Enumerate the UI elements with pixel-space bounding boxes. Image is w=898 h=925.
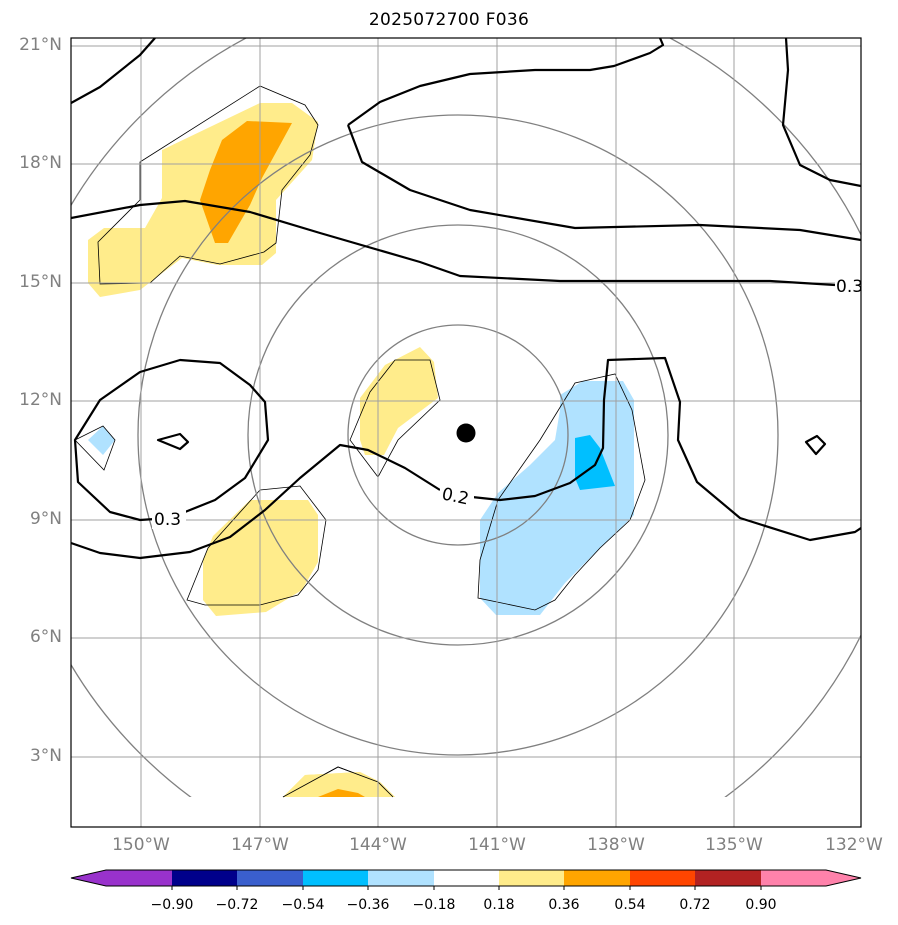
colorbar-extend-high [826, 870, 861, 886]
gridlines [71, 38, 861, 827]
lat-label-15n: 15°N [19, 272, 62, 292]
storm-center-marker [456, 423, 476, 443]
colorbar-tick-label: −0.54 [281, 897, 325, 913]
orange-area-northwest [200, 121, 292, 243]
map-title: 2025072700 F036 [368, 10, 530, 30]
range-rings [71, 38, 861, 827]
ring-mask [71, 797, 861, 827]
colorbar-tick-label: −0.18 [412, 897, 456, 913]
lon-label-150w: 150°W [112, 835, 170, 855]
blue-area-west-edge [88, 426, 115, 455]
lat-label-9n: 9°N [29, 509, 62, 529]
colorbar-tick-label: 0.36 [548, 897, 580, 913]
orange-area-south-top [318, 789, 365, 797]
lon-label-147w: 147°W [231, 835, 289, 855]
colorbar-tick-label: 0.18 [483, 897, 515, 913]
lat-label-21n: 21°N [19, 35, 62, 55]
lon-label-138w: 138°W [587, 835, 645, 855]
lon-label-132w: 132°W [825, 835, 883, 855]
colorbar-tick-label: −0.36 [346, 897, 390, 913]
map-frame [70, 37, 862, 828]
lon-label-135w: 135°W [705, 835, 763, 855]
lat-label-12n: 12°N [19, 390, 62, 410]
thin-contour-south [282, 766, 394, 798]
contour-label-0.3-west: 0.3 [154, 510, 181, 530]
colorbar-tick-label: −0.72 [215, 897, 259, 913]
blue-area-east [480, 381, 634, 615]
lon-label-141w: 141°W [468, 835, 526, 855]
lon-label-144w: 144°W [349, 835, 407, 855]
lat-label-6n: 6°N [29, 627, 62, 647]
lat-label-3n: 3°N [29, 746, 62, 766]
colorbar-extend-low [71, 870, 106, 886]
colorbar-tick-label: 0.54 [614, 897, 646, 913]
colorbar-tick-label: 0.90 [745, 897, 777, 913]
thick-contours [71, 38, 861, 560]
lat-label-18n: 18°N [19, 153, 62, 173]
colorbar-tick-label: 0.72 [679, 897, 711, 913]
contour-label-0.3-east: 0.3 [836, 277, 863, 297]
colorbar-tick-label: −0.90 [150, 897, 194, 913]
colorbar [70, 869, 862, 890]
